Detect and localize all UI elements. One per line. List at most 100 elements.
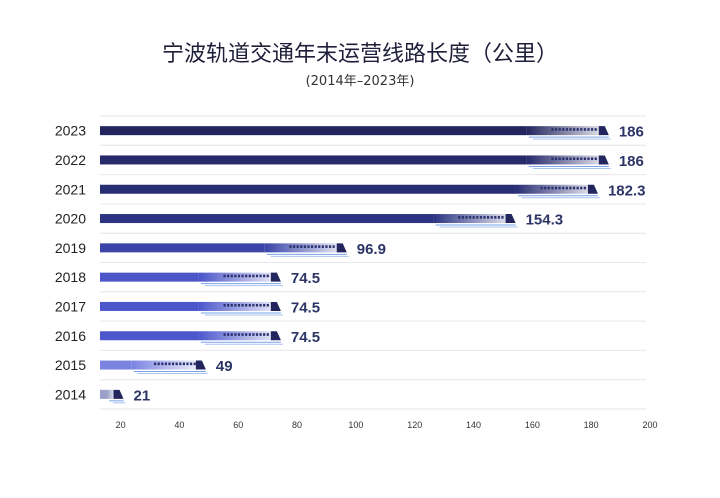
train-window (554, 186, 558, 190)
train-window (558, 157, 561, 161)
x-tick-label: 140 (466, 420, 481, 430)
train-window (573, 128, 576, 131)
train-window (248, 333, 251, 336)
train-window (168, 362, 171, 366)
train-window (175, 362, 178, 366)
train-nose (505, 214, 516, 224)
train-window (580, 157, 583, 161)
train-window (259, 333, 262, 336)
data-label: 154.3 (526, 212, 564, 229)
x-tick-label: 200 (642, 420, 657, 430)
train-window (468, 216, 472, 219)
train-window (234, 333, 237, 336)
train-window (252, 274, 255, 278)
bar (100, 331, 199, 341)
train-window (476, 216, 479, 219)
bar (100, 155, 527, 165)
year-label: 2019 (55, 240, 86, 256)
train-window (325, 245, 328, 248)
year-label: 2014 (55, 386, 86, 402)
data-label: 74.5 (291, 299, 320, 316)
train-window (296, 245, 299, 248)
train-window (461, 216, 464, 219)
train-window (562, 186, 565, 190)
train-window (248, 303, 251, 307)
x-tick-label: 120 (407, 420, 422, 430)
train-nose (336, 243, 347, 253)
x-tick-label: 80 (292, 420, 302, 430)
train-window (266, 333, 269, 336)
train-window (562, 128, 565, 131)
bar (100, 301, 199, 311)
train-window (569, 186, 572, 190)
train-window (321, 245, 324, 248)
train-window (237, 303, 241, 307)
train-window (241, 303, 244, 307)
train-window (154, 362, 157, 366)
train-window (583, 157, 587, 161)
train-window (263, 303, 266, 307)
train-window (223, 333, 226, 336)
train-window (300, 245, 303, 248)
train-window (591, 157, 594, 161)
train-window (230, 333, 233, 336)
train-window (234, 274, 237, 278)
train-window (572, 186, 576, 190)
x-tick-label: 40 (174, 420, 184, 430)
data-label: 74.5 (291, 270, 320, 287)
train-window (328, 245, 332, 248)
train-window (483, 216, 486, 219)
data-label: 49 (216, 358, 233, 375)
year-label: 2023 (55, 123, 86, 139)
train-window (310, 245, 314, 248)
train-nose (587, 184, 598, 194)
train-window (318, 245, 321, 248)
train-window (263, 274, 266, 278)
train-window (594, 157, 597, 161)
train-window (227, 303, 230, 307)
year-label: 2016 (55, 328, 86, 344)
train-window (179, 362, 182, 366)
train-window (551, 186, 554, 190)
year-label: 2020 (55, 211, 86, 227)
data-label: 96.9 (357, 241, 386, 258)
train-window (255, 274, 259, 278)
train-window (576, 128, 579, 131)
train-nose (598, 126, 609, 136)
train-nose (598, 155, 609, 165)
train-window (558, 186, 561, 190)
year-label: 2018 (55, 269, 86, 285)
train-window (161, 362, 164, 366)
train-window (255, 303, 259, 307)
year-label: 2022 (55, 152, 86, 168)
train-window (245, 274, 248, 278)
chart-subtitle: (2014年–2023年) (305, 74, 415, 89)
train-window (157, 362, 160, 366)
train-window (551, 128, 554, 131)
train-window (580, 186, 583, 190)
bar (100, 389, 108, 399)
train-window (193, 362, 196, 366)
train-window (241, 274, 244, 278)
bar (100, 243, 265, 253)
train-window (307, 245, 310, 248)
train-window (501, 216, 504, 219)
data-label: 21 (134, 387, 151, 404)
train-window (465, 216, 468, 219)
train-window (551, 157, 554, 161)
year-label: 2017 (55, 298, 86, 314)
train-window (562, 157, 565, 161)
chart-title: 宁波轨道交通年末运营线路长度（公里） (161, 42, 558, 67)
train-window (266, 274, 269, 278)
train-window (565, 157, 569, 161)
data-label: 186 (619, 153, 644, 170)
train-window (486, 216, 490, 219)
train-window (576, 186, 579, 190)
train-window (223, 303, 226, 307)
train-window (223, 274, 226, 278)
train-window (186, 362, 189, 366)
train-window (558, 128, 561, 131)
train-window (547, 186, 550, 190)
bar (100, 272, 199, 282)
x-tick-label: 20 (116, 420, 126, 430)
